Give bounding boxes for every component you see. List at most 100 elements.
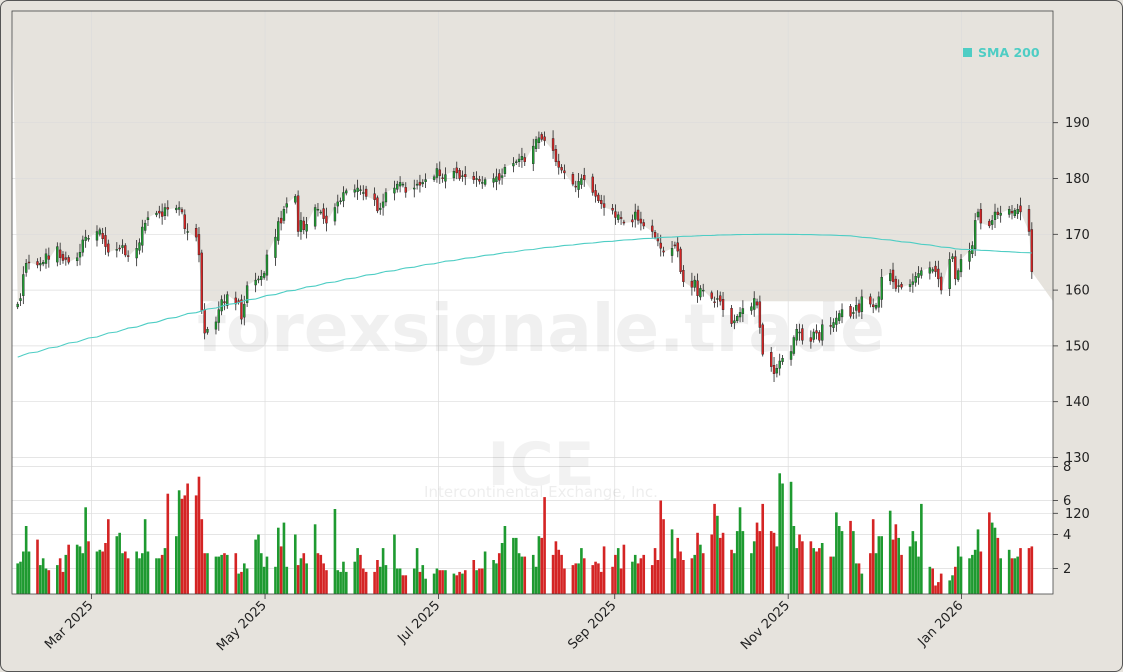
- volume-bar: [993, 527, 997, 594]
- candle-body: [869, 296, 872, 305]
- candle-body: [755, 301, 759, 306]
- volume-bar: [398, 568, 402, 594]
- volume-bar: [356, 548, 359, 594]
- volume-bar: [611, 566, 614, 594]
- candle-body: [659, 242, 662, 249]
- candle-body: [441, 177, 444, 179]
- volume-bar: [973, 549, 977, 594]
- candle-body: [163, 207, 167, 217]
- candle-body: [438, 169, 441, 176]
- candle-body: [571, 174, 575, 185]
- candle-body: [234, 297, 237, 305]
- candle-body: [461, 175, 464, 177]
- volume-bar: [404, 575, 408, 594]
- volume-bar: [293, 534, 297, 594]
- volume-bar: [650, 565, 654, 594]
- sma-200-line: [17, 233, 1032, 358]
- volume-bar: [418, 571, 422, 594]
- volume-bar: [897, 537, 900, 594]
- price-tick-label: 130: [1065, 451, 1090, 466]
- candle-body: [721, 299, 725, 310]
- candle-body: [404, 187, 407, 193]
- candle-body: [580, 178, 583, 185]
- volume-bar: [599, 571, 603, 594]
- volume-bar: [503, 526, 507, 594]
- volume-bar: [104, 543, 107, 594]
- candle-body: [551, 138, 555, 151]
- candle-body: [560, 167, 563, 171]
- volume-bar: [497, 553, 501, 594]
- candle-body: [78, 251, 82, 258]
- candle-body: [792, 337, 796, 354]
- volume-bar: [534, 566, 538, 594]
- volume-bar: [877, 536, 881, 594]
- volume-bar: [894, 524, 898, 594]
- volume-bar: [619, 568, 623, 594]
- candle-body: [872, 304, 875, 308]
- candle-body: [772, 365, 776, 375]
- volume-bar: [197, 476, 201, 594]
- volume-bar: [342, 561, 345, 594]
- volume-bar: [458, 571, 461, 594]
- volume-bar: [22, 551, 25, 594]
- candle-body: [141, 226, 144, 246]
- candle-body: [339, 200, 342, 203]
- candle-body: [631, 219, 634, 223]
- candle-body: [138, 242, 141, 251]
- volume-bar: [730, 549, 733, 594]
- volume-bar: [373, 571, 376, 594]
- volume-bar: [452, 573, 456, 594]
- volume-bar: [438, 570, 442, 594]
- candle-body: [180, 209, 184, 213]
- volume-bar: [775, 546, 779, 594]
- volume-bar: [891, 539, 895, 594]
- volume-bar: [444, 570, 447, 594]
- date-tick-label: Sep 2025: [565, 598, 619, 652]
- volume-bar: [798, 534, 801, 594]
- candle-body: [736, 316, 739, 321]
- volume-bar: [101, 551, 104, 594]
- volume-bar: [223, 553, 226, 594]
- volume-bar: [631, 561, 634, 594]
- volume-bar: [432, 573, 436, 594]
- candle-body: [577, 181, 580, 190]
- price-tick-label: 120: [1065, 507, 1090, 522]
- candle-body: [325, 215, 328, 224]
- volume-bar: [336, 570, 340, 594]
- candle-body: [928, 267, 932, 274]
- candle-body: [393, 187, 396, 194]
- candle-body: [818, 332, 821, 341]
- candle-body: [41, 262, 45, 265]
- candle-body: [852, 312, 855, 314]
- volume-bar: [64, 554, 68, 594]
- candle-body: [532, 145, 535, 164]
- candle-body: [979, 209, 983, 224]
- candle-body: [636, 209, 640, 221]
- volume-bar: [361, 568, 365, 594]
- volume-bar: [888, 510, 892, 594]
- volume-bar: [220, 554, 223, 594]
- volume-axis: 8 6 4 2: [1053, 460, 1071, 577]
- volume-bar: [183, 495, 187, 594]
- candle-body: [693, 279, 696, 288]
- candle-body: [611, 207, 614, 211]
- candle-body: [245, 285, 249, 303]
- candle-body: [495, 176, 498, 183]
- candle-body: [653, 231, 657, 238]
- volume-bar: [166, 493, 170, 594]
- candle-body: [838, 313, 841, 321]
- candle-body: [639, 218, 643, 224]
- candle-body: [600, 199, 603, 204]
- candle-body: [322, 208, 325, 219]
- volume-bar: [956, 546, 960, 594]
- volume-bar: [676, 537, 680, 594]
- volume-bar: [911, 531, 915, 594]
- candle-body: [356, 187, 359, 192]
- candle-body: [911, 281, 915, 285]
- volume-bar: [353, 561, 357, 594]
- candle-body: [305, 224, 308, 232]
- candle-body: [475, 178, 478, 180]
- volume-bar: [928, 566, 932, 594]
- volume-bar: [832, 556, 835, 594]
- candle-body: [302, 220, 305, 231]
